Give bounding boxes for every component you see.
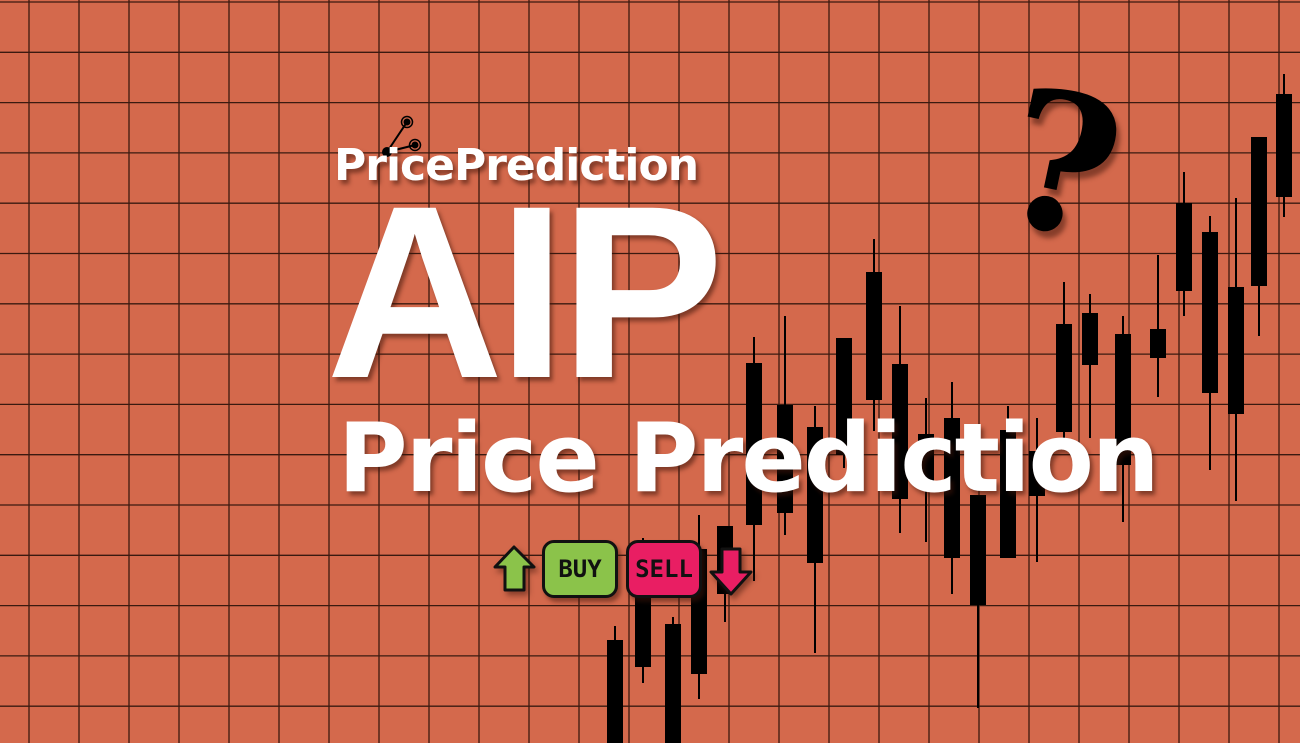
ticker-title: AIP: [326, 155, 724, 430]
candle-body: [918, 434, 934, 483]
candle-body: [1202, 232, 1218, 393]
candle-body: [665, 624, 681, 743]
candle-body: [1276, 94, 1292, 197]
candle-body: [866, 272, 882, 400]
sell-button[interactable]: SELL: [626, 540, 702, 598]
candle-body: [836, 338, 852, 455]
candle-body: [970, 495, 986, 605]
candle-body: [607, 640, 623, 743]
candle-body: [892, 364, 908, 499]
candle-body: [1228, 287, 1244, 414]
candle-body: [1029, 451, 1045, 496]
brand-logo-text: PricePrediction: [334, 140, 699, 191]
candle-body: [1056, 324, 1072, 432]
candle-body: [944, 418, 960, 558]
candle-body: [1150, 329, 1166, 358]
candle-body: [1000, 430, 1016, 558]
arrow-up-icon: [493, 545, 536, 592]
candle-body: [1082, 313, 1098, 365]
candle-body: [1251, 137, 1267, 286]
candle-body: [777, 405, 793, 513]
candle-body: [1115, 334, 1131, 465]
subtitle: Price Prediction: [338, 404, 1160, 514]
arrow-down-icon: [709, 547, 753, 596]
candle-body: [746, 363, 762, 525]
buy-button[interactable]: BUY: [542, 540, 618, 598]
candle-body: [1176, 203, 1192, 291]
network-nodes-icon: [382, 115, 422, 157]
candle-body: [807, 427, 823, 563]
